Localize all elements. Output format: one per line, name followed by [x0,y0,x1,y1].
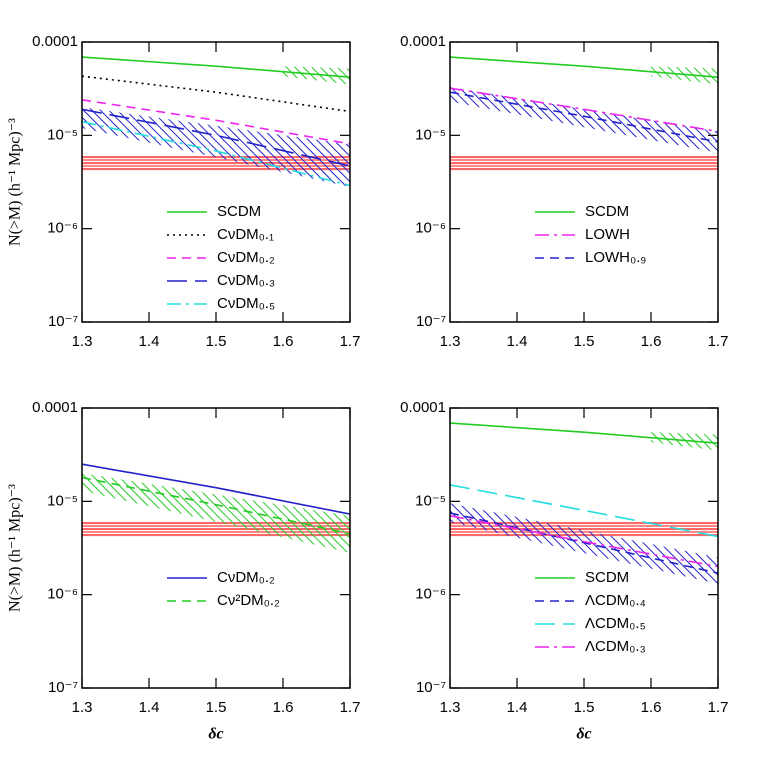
legend-label: CνDM₀.₅ [217,295,275,312]
series-line [450,422,718,444]
legend-label: CνDM₀.₁ [217,226,274,243]
y-tick-label: 10⁻⁷ [416,679,446,696]
series-line [82,120,350,187]
series-line [82,476,350,535]
legend-label: Cν²DM₀.₂ [217,592,280,609]
y-tick-label: 10⁻⁶ [47,220,78,237]
x-tick-label: 1.4 [139,333,160,350]
legend-label: LOWH₀.₉ [585,249,646,266]
x-axis-label: δc [208,726,223,743]
hatched-band [651,432,718,451]
legend-label: SCDM [217,203,261,220]
y-tick-label: 10⁻⁷ [48,679,78,696]
x-tick-label: 1.3 [72,699,93,716]
y-tick-label: 10⁻⁵ [47,492,78,509]
y-tick-label: 10⁻⁵ [415,126,446,143]
legend-label: ΛCDM₀.₄ [585,592,646,609]
hatched-band [283,66,350,85]
x-tick-label: 1.6 [273,333,294,350]
plot-frame [81,407,351,689]
plot-area [450,56,718,171]
series-line [82,75,350,113]
y-tick-label: 10⁻⁵ [47,126,78,143]
hatched-band [450,503,718,585]
x-tick-label: 1.3 [440,699,461,716]
series-line [450,91,718,143]
x-tick-label: 1.3 [440,333,461,350]
y-tick-label: 10⁻⁷ [48,313,78,330]
x-tick-label: 1.7 [708,699,729,716]
x-tick-label: 1.4 [507,333,528,350]
series-line [450,56,718,78]
plot-frame [81,41,351,323]
legend-label: ΛCDM₀.₅ [585,615,646,632]
hatched-band [82,107,350,187]
y-tick-label: 10⁻⁶ [47,586,78,603]
y-tick-label: 0.0001 [400,33,446,50]
plot-frame [449,41,719,323]
y-axis-label: N(>M) (h⁻¹ Mpc)⁻³ [7,484,24,612]
x-tick-label: 1.7 [340,699,361,716]
legend-label: SCDM [585,569,629,586]
hatched-band [450,156,718,171]
y-tick-label: 0.0001 [32,399,78,416]
series-line [82,99,350,145]
hatched-band [82,473,350,553]
legend-label: ΛCDM₀.₃ [585,638,646,655]
y-tick-label: 10⁻⁶ [415,220,446,237]
series-line [450,87,718,133]
plot-area [82,56,350,187]
series-line [82,463,350,515]
x-tick-label: 1.5 [206,699,227,716]
y-tick-label: 10⁻⁵ [415,492,446,509]
x-tick-label: 1.6 [273,699,294,716]
y-tick-label: 10⁻⁶ [415,586,446,603]
y-tick-label: 0.0001 [400,399,446,416]
series-line [82,56,350,78]
legend-label: SCDM [585,203,629,220]
y-axis-label: N(>M) (h⁻¹ Mpc)⁻³ [7,118,24,246]
series-line [82,108,350,167]
x-tick-label: 1.7 [708,333,729,350]
x-tick-label: 1.4 [507,699,528,716]
x-tick-label: 1.6 [641,699,662,716]
x-axis-label: δc [576,726,591,743]
legend-label: CνDM₀.₂ [217,569,275,586]
hatched-band [450,86,718,153]
x-tick-label: 1.7 [340,333,361,350]
y-tick-label: 0.0001 [32,33,78,50]
plot-area [450,422,718,585]
x-tick-label: 1.3 [72,333,93,350]
series-line [450,512,718,574]
series-line [450,515,718,568]
x-tick-label: 1.5 [206,333,227,350]
plot-area [82,463,350,553]
legend-label: CνDM₀.₃ [217,272,275,289]
x-tick-label: 1.5 [574,699,595,716]
legend-label: CνDM₀.₂ [217,249,275,266]
y-tick-label: 10⁻⁷ [416,313,446,330]
x-tick-label: 1.4 [139,699,160,716]
legend-label: LOWH [585,226,630,243]
series-line [450,484,718,538]
x-tick-label: 1.5 [574,333,595,350]
x-tick-label: 1.6 [641,333,662,350]
hatched-band [651,66,718,85]
